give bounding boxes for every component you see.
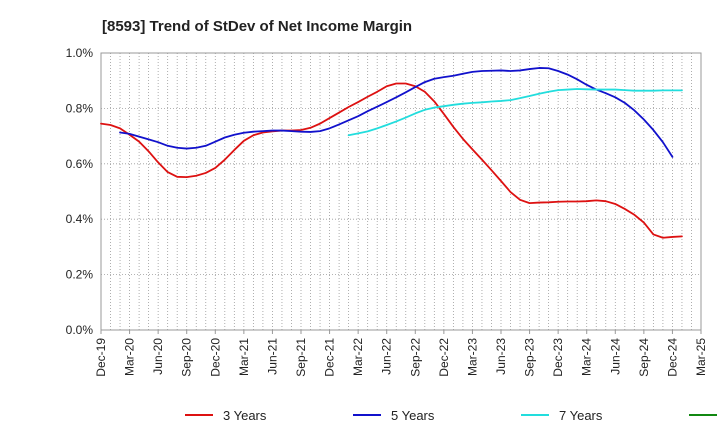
x-tick-label: Mar-25 — [694, 338, 708, 376]
legend-label: 3 Years — [223, 408, 267, 423]
series-line-3-years — [100, 82, 683, 239]
x-tick-label: Dec-22 — [437, 338, 451, 377]
x-tick-label: Sep-23 — [523, 338, 537, 377]
x-tick-label: Sep-24 — [637, 338, 651, 377]
axes: 0.0% 0.2% 0.4% 0.6% 0.8% 1.0% Dec-19 Mar-20 Jun-… — [66, 46, 708, 377]
legend-label: 5 Years — [391, 408, 435, 423]
x-tick-label: Dec-24 — [665, 338, 679, 377]
x-tick-label: Mar-22 — [351, 338, 365, 376]
x-tick-label: Sep-22 — [408, 338, 422, 377]
series-lines — [100, 67, 683, 239]
plot-area — [100, 52, 702, 331]
x-tick-label: Jun-21 — [265, 338, 279, 375]
y-tick-label: 0.8% — [66, 101, 94, 115]
x-tick-label: Jun-24 — [608, 338, 622, 375]
y-tick-label: 0.4% — [66, 212, 94, 226]
x-tick-label: Dec-23 — [551, 338, 565, 377]
x-tick-label: Mar-20 — [123, 338, 137, 376]
x-tick-label: Dec-21 — [323, 338, 337, 377]
y-tick-label: 0.0% — [66, 323, 94, 337]
x-tick-label: Jun-23 — [494, 338, 508, 375]
x-tick-label: Mar-21 — [237, 338, 251, 376]
x-tick-label: Jun-22 — [380, 338, 394, 375]
x-tick-label: Jun-20 — [151, 338, 165, 375]
x-tick-label: Dec-20 — [208, 338, 222, 377]
x-tick-label: Sep-20 — [180, 338, 194, 377]
y-tick-label: 0.6% — [66, 157, 94, 171]
x-tick-label: Mar-23 — [465, 338, 479, 376]
y-tick-label: 0.2% — [66, 268, 94, 282]
x-tick-label: Sep-21 — [294, 338, 308, 377]
x-tick-label: Mar-24 — [580, 338, 594, 376]
series-line-7-years — [347, 88, 683, 137]
y-tick-label: 1.0% — [66, 46, 94, 60]
x-tick-label: Dec-19 — [94, 338, 108, 377]
series-line-5-years — [119, 67, 674, 158]
legend-label: 7 Years — [559, 408, 603, 423]
grid — [100, 52, 702, 331]
chart-title: [8593] Trend of StDev of Net Income Marg… — [102, 18, 412, 35]
